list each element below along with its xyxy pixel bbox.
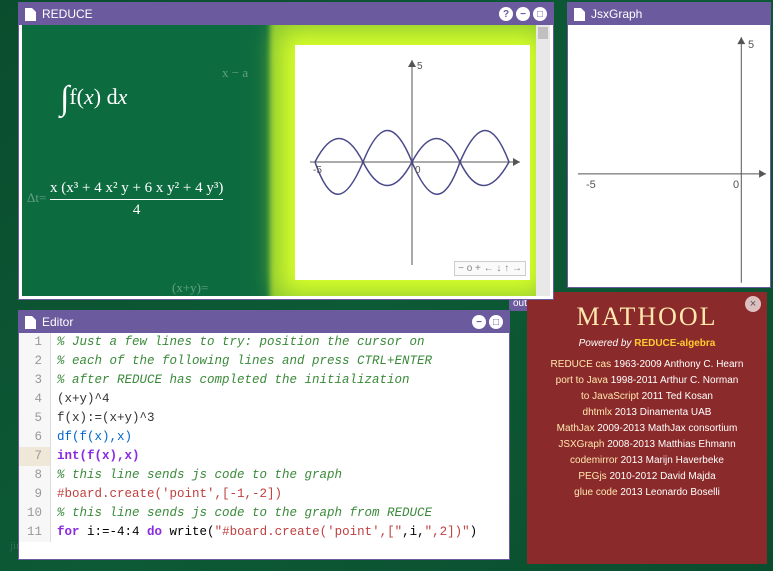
credit-row: PEGjs 2010-2012 David Majda <box>535 471 759 482</box>
credit-row: MathJax 2009-2013 MathJax consortium <box>535 423 759 434</box>
credit-row: glue code 2013 Leonardo Boselli <box>535 487 759 498</box>
editor-body[interactable]: 1% Just a few lines to try: position the… <box>19 333 509 559</box>
line-number: 9 <box>19 485 51 504</box>
jsxgraph-titlebar[interactable]: JsxGraph <box>568 3 770 25</box>
credit-row: JSXGraph 2008-2013 Matthias Ehmann <box>535 439 759 450</box>
code-line[interactable]: 8% this line sends js code to the graph <box>19 466 509 485</box>
vertical-scrollbar[interactable] <box>536 25 550 296</box>
y-axis-max-label: 5 <box>417 61 423 72</box>
reduce-titlebar[interactable]: REDUCE ? − □ <box>19 3 553 25</box>
line-number: 4 <box>19 390 51 409</box>
reduce-window[interactable]: REDUCE ? − □ x − a Δt= (x+y)= ∫f(x) dx x… <box>18 2 554 300</box>
about-credits: REDUCE cas 1963-2009 Anthony C. Hearn por… <box>535 359 759 498</box>
editor-title: Editor <box>42 315 472 329</box>
code-line[interactable]: 9#board.create('point',[-1,-2]) <box>19 485 509 504</box>
document-icon <box>574 8 585 21</box>
code-text[interactable]: % this line sends js code to the graph <box>51 466 342 485</box>
fraction-numerator: x (x³ + 4 x² y + 6 x y² + 4 y³) <box>50 180 223 196</box>
code-line[interactable]: 5f(x):=(x+y)^3 <box>19 409 509 428</box>
origin-label: 0 <box>415 165 421 176</box>
x-axis-min-label: -5 <box>586 179 596 191</box>
line-number: 2 <box>19 352 51 371</box>
help-button[interactable]: ? <box>499 7 513 21</box>
integral-formula: ∫f(x) dx <box>60 80 127 118</box>
about-window[interactable]: out × MATHOOL Powered by REDUCE-algebra … <box>527 292 767 564</box>
chalk-scribble: (x+y)= <box>172 280 208 296</box>
minimize-button[interactable]: − <box>516 7 530 21</box>
credit-row: dhtmlx 2013 Dinamenta UAB <box>535 407 759 418</box>
code-line[interactable]: 1% Just a few lines to try: position the… <box>19 333 509 352</box>
jsxgraph-window[interactable]: JsxGraph 5 -5 0 <box>567 2 771 288</box>
credit-row: codemirror 2013 Marijn Haverbeke <box>535 455 759 466</box>
line-number: 11 <box>19 523 51 542</box>
maximize-button[interactable]: □ <box>489 315 503 329</box>
jsxgraph-title: JsxGraph <box>591 7 764 21</box>
line-number: 6 <box>19 428 51 447</box>
line-number: 7 <box>19 447 51 466</box>
minimize-button[interactable]: − <box>472 315 486 329</box>
credit-row: port to Java 1998-2011 Arthur C. Norman <box>535 375 759 386</box>
chalk-scribble: Δt= <box>27 190 46 206</box>
code-text[interactable]: % Just a few lines to try: position the … <box>51 333 425 352</box>
code-line[interactable]: 4(x+y)^4 <box>19 390 509 409</box>
code-line[interactable]: 11for i:=-4:4 do write("#board.create('p… <box>19 523 509 542</box>
line-number: 1 <box>19 333 51 352</box>
code-text[interactable]: % this line sends js code to the graph f… <box>51 504 432 523</box>
fraction-bar <box>50 199 223 200</box>
code-line[interactable]: 3% after REDUCE has completed the initia… <box>19 371 509 390</box>
origin-label: 0 <box>733 179 739 191</box>
code-line[interactable]: 6df(f(x),x) <box>19 428 509 447</box>
fraction-formula: x (x³ + 4 x² y + 6 x y² + 4 y³) 4 <box>50 180 223 219</box>
code-text[interactable]: for i:=-4:4 do write("#board.create('poi… <box>51 523 477 542</box>
code-text[interactable]: % after REDUCE has completed the initial… <box>51 371 410 390</box>
chalk-scribble: x − a <box>222 65 248 81</box>
code-text[interactable]: % each of the following lines and press … <box>51 352 432 371</box>
line-number: 10 <box>19 504 51 523</box>
line-number: 3 <box>19 371 51 390</box>
code-line[interactable]: 7int(f(x),x) <box>19 447 509 466</box>
fraction-denominator: 4 <box>50 202 223 219</box>
about-title: MATHOOL <box>535 302 759 332</box>
code-text[interactable]: int(f(x),x) <box>51 447 140 466</box>
graph-nav-controls[interactable]: − o + ← ↓ ↑ → <box>454 261 526 276</box>
document-icon <box>25 316 36 329</box>
editor-window[interactable]: Editor − □ 1% Just a few lines to try: p… <box>18 310 510 560</box>
code-text[interactable]: f(x):=(x+y)^3 <box>51 409 155 428</box>
close-button[interactable]: × <box>745 296 761 312</box>
jsxgraph-body[interactable]: 5 -5 0 <box>568 25 770 287</box>
reduce-title: REDUCE <box>42 7 499 21</box>
credit-row: REDUCE cas 1963-2009 Anthony C. Hearn <box>535 359 759 370</box>
line-number: 8 <box>19 466 51 485</box>
line-number: 5 <box>19 409 51 428</box>
graph-highlight-box: 5 -5 0 − o + ← ↓ ↑ → <box>295 45 530 280</box>
powered-product: REDUCE-algebra <box>634 338 715 349</box>
powered-prefix: Powered by <box>579 338 635 349</box>
credit-row: to JavaScript 2011 Ted Kosan <box>535 391 759 402</box>
sine-graph[interactable]: 5 -5 0 − o + ← ↓ ↑ → <box>295 45 530 280</box>
document-icon <box>25 8 36 21</box>
x-axis-min-label: -5 <box>313 165 322 176</box>
code-line[interactable]: 10% this line sends js code to the graph… <box>19 504 509 523</box>
about-body: × MATHOOL Powered by REDUCE-algebra REDU… <box>527 292 767 564</box>
code-text[interactable]: #board.create('point',[-1,-2]) <box>51 485 282 504</box>
maximize-button[interactable]: □ <box>533 7 547 21</box>
about-powered: Powered by REDUCE-algebra <box>535 338 759 349</box>
editor-titlebar[interactable]: Editor − □ <box>19 311 509 333</box>
code-text[interactable]: df(f(x),x) <box>51 428 132 447</box>
code-text[interactable]: (x+y)^4 <box>51 390 110 409</box>
y-axis-max-label: 5 <box>748 39 754 51</box>
reduce-body: x − a Δt= (x+y)= ∫f(x) dx x (x³ + 4 x² y… <box>19 25 553 299</box>
code-line[interactable]: 2% each of the following lines and press… <box>19 352 509 371</box>
